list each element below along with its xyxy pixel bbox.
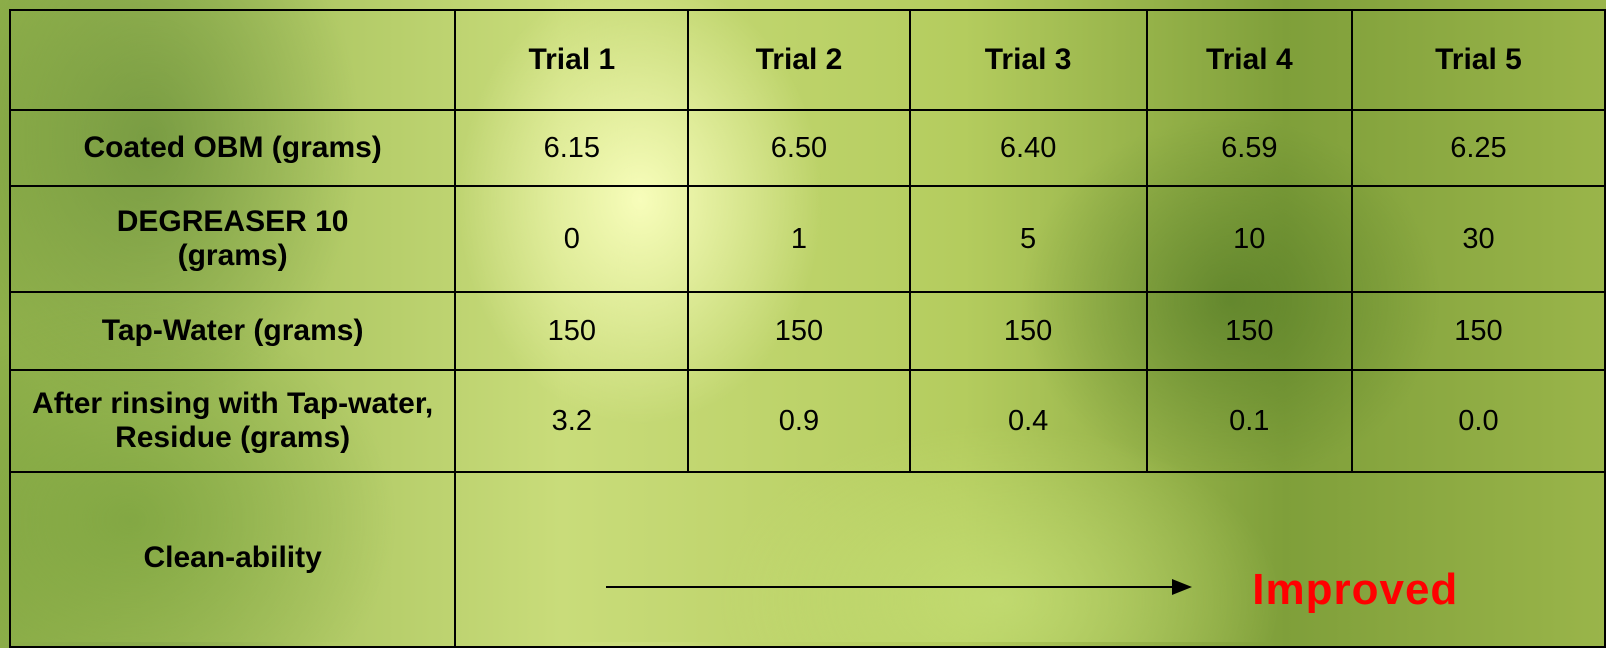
cell-value: 1 xyxy=(688,186,909,292)
cell-value: 150 xyxy=(910,292,1147,370)
arrow-graphic xyxy=(456,473,1606,643)
cell-value: 5 xyxy=(910,186,1147,292)
row-label: Tap-Water (grams) xyxy=(10,292,455,370)
cell-value: 3.2 xyxy=(455,370,688,472)
cell-value: 6.50 xyxy=(688,110,909,186)
arrow-head xyxy=(1172,579,1192,595)
column-header: Trial 2 xyxy=(688,10,909,110)
cell-value: 150 xyxy=(1352,292,1605,370)
final-row: Clean-ability Improved xyxy=(10,472,1605,647)
cell-value: 6.59 xyxy=(1147,110,1352,186)
cell-value: 6.15 xyxy=(455,110,688,186)
cell-value: 6.25 xyxy=(1352,110,1605,186)
cell-value: 30 xyxy=(1352,186,1605,292)
cell-value: 0.1 xyxy=(1147,370,1352,472)
cell-value: 150 xyxy=(1147,292,1352,370)
column-header: Trial 3 xyxy=(910,10,1147,110)
cell-value: 150 xyxy=(455,292,688,370)
row-label: After rinsing with Tap-water, Residue (g… xyxy=(10,370,455,472)
cell-value: 150 xyxy=(688,292,909,370)
corner-cell xyxy=(10,10,455,110)
page: Trial 1Trial 2Trial 3Trial 4Trial 5Coate… xyxy=(0,0,1606,642)
cell-value: 6.40 xyxy=(910,110,1147,186)
column-header: Trial 1 xyxy=(455,10,688,110)
cell-value: 0.9 xyxy=(688,370,909,472)
cell-value: 10 xyxy=(1147,186,1352,292)
row-label: DEGREASER 10 (grams) xyxy=(10,186,455,292)
row-label: Clean-ability xyxy=(10,472,455,647)
column-header: Trial 5 xyxy=(1352,10,1605,110)
data-row: After rinsing with Tap-water, Residue (g… xyxy=(10,370,1605,472)
cell-value: 0 xyxy=(455,186,688,292)
row-label: Coated OBM (grams) xyxy=(10,110,455,186)
improved-note: Improved xyxy=(1252,565,1458,615)
cell-value: 0.4 xyxy=(910,370,1147,472)
cell-value: 0.0 xyxy=(1352,370,1605,472)
column-header: Trial 4 xyxy=(1147,10,1352,110)
final-cell: Improved xyxy=(455,472,1605,647)
